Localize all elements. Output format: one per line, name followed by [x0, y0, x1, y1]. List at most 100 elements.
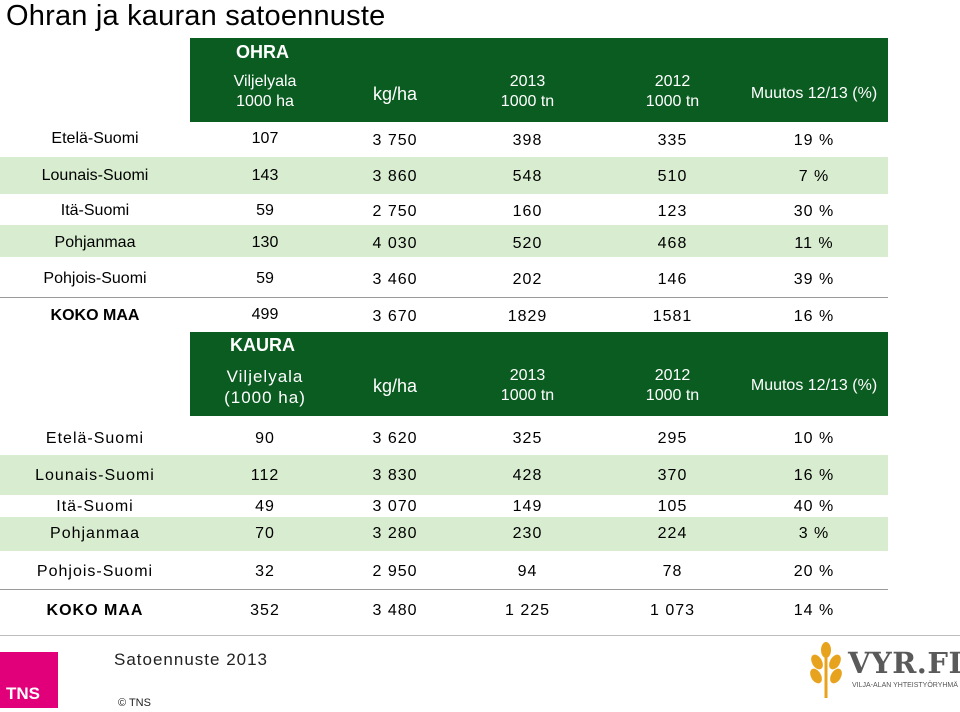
yield-cell: 2 750: [372, 203, 418, 220]
harvest-2012-cell: 468: [657, 235, 688, 252]
yield-cell: 4 030: [372, 235, 418, 252]
footer-divider: [0, 635, 960, 636]
harvest-2013-cell: 428: [512, 467, 543, 484]
region-cell: Pohjois-Suomi: [36, 563, 154, 580]
vyr-subtitle: VILJA-ALAN YHTEISTYÖRYHMÄ: [852, 682, 958, 689]
harvest-2013-cell: 520: [512, 235, 543, 252]
yield-cell: 3 830: [372, 467, 418, 484]
yield-cell: 3 620: [372, 430, 418, 447]
change-cell: 14 %: [793, 602, 835, 619]
change-cell: 11 %: [794, 235, 834, 252]
change-cell: 3 %: [798, 525, 830, 542]
change-cell: 30 %: [793, 203, 835, 220]
harvest-2012-cell: 1581: [652, 308, 693, 325]
change-cell: 7 %: [798, 168, 830, 185]
region-cell: KOKO MAA: [46, 602, 144, 619]
yield-cell: 3 070: [372, 498, 418, 515]
area-cell: 49: [255, 498, 275, 515]
change-cell: 10 %: [793, 430, 835, 447]
region-cell: KOKO MAA: [50, 307, 140, 324]
yield-cell: 3 280: [372, 525, 418, 542]
area-cell: 59: [256, 270, 274, 287]
change-cell: 16 %: [793, 467, 835, 484]
region-cell: Etelä-Suomi: [51, 130, 139, 147]
harvest-2012-cell: 78: [662, 563, 683, 580]
kaura-header-change: Muutos 12/13 (%): [750, 377, 878, 394]
ohra-row-band: [0, 225, 888, 257]
harvest-2013-cell: 202: [512, 271, 543, 288]
ohra-header-2013: 2013 1000 tn: [500, 73, 555, 110]
harvest-2013-cell: 325: [512, 430, 543, 447]
source-text: Satoennuste 2013: [114, 650, 269, 669]
tns-logo: TNS: [0, 652, 58, 708]
harvest-2012-cell: 335: [657, 132, 688, 149]
kaura-label: KAURA: [230, 335, 295, 355]
region-cell: Pohjanmaa: [54, 234, 136, 251]
area-cell: 59: [256, 202, 274, 219]
ohra-header-2012: 2012 1000 tn: [645, 73, 700, 110]
change-cell: 20 %: [793, 563, 835, 580]
harvest-2013-cell: 398: [512, 132, 543, 149]
yield-cell: 3 460: [372, 271, 418, 288]
yield-cell: 3 480: [372, 602, 418, 619]
area-cell: 112: [250, 467, 280, 484]
area-cell: 143: [251, 167, 279, 184]
kaura-header-2013: 2013 1000 tn: [500, 367, 555, 404]
area-cell: 130: [251, 234, 279, 251]
harvest-2013-cell: 149: [512, 498, 543, 515]
region-cell: Itä-Suomi: [60, 202, 130, 219]
kaura-header-area: Viljelyala (1000 ha): [224, 367, 306, 407]
area-cell: 32: [255, 563, 275, 580]
kaura-row-band: [0, 517, 888, 551]
harvest-2013-cell: 1829: [507, 308, 548, 325]
vyr-logo: VYR.FI VILJA-ALAN YHTEISTYÖRYHMÄ: [806, 640, 960, 702]
copyright-text: © TNS: [118, 697, 151, 709]
kaura-total-divider: [0, 589, 888, 590]
harvest-2012-cell: 105: [657, 498, 688, 515]
region-cell: Pohjois-Suomi: [43, 270, 147, 287]
kaura-header-yield: kg/ha: [372, 376, 418, 396]
region-cell: Lounais-Suomi: [35, 467, 155, 484]
harvest-2012-cell: 224: [657, 525, 688, 542]
vyr-wordmark: VYR.FI: [848, 646, 960, 680]
ohra-header-change: Muutos 12/13 (%): [750, 85, 878, 102]
area-cell: 107: [251, 130, 279, 147]
ohra-header-yield: kg/ha: [372, 84, 418, 104]
area-cell: 70: [255, 525, 275, 542]
yield-cell: 3 670: [372, 308, 418, 325]
region-cell: Itä-Suomi: [56, 498, 134, 515]
region-cell: Etelä-Suomi: [45, 430, 145, 447]
ohra-label: OHRA: [236, 42, 289, 62]
kaura-header-2012: 2012 1000 tn: [645, 367, 700, 404]
change-cell: 40 %: [793, 498, 835, 515]
wheat-icon: [810, 642, 842, 698]
kaura-row-band: [0, 455, 888, 495]
ohra-header-area: Viljelyala 1000 ha: [233, 73, 297, 110]
yield-cell: 3 750: [372, 132, 418, 149]
yield-cell: 2 950: [372, 563, 418, 580]
region-cell: Pohjanmaa: [50, 525, 140, 542]
harvest-2013-cell: 1 225: [504, 602, 551, 619]
change-cell: 39 %: [793, 271, 835, 288]
harvest-2012-cell: 295: [657, 430, 688, 447]
harvest-2012-cell: 1 073: [649, 602, 696, 619]
area-cell: 499: [251, 306, 279, 323]
harvest-2013-cell: 230: [512, 525, 543, 542]
harvest-2012-cell: 370: [657, 467, 688, 484]
kaura-header: [190, 332, 888, 416]
ohra-total-divider: [0, 297, 888, 298]
ohra-header: [190, 38, 888, 122]
change-cell: 19 %: [793, 132, 835, 149]
region-cell: Lounais-Suomi: [41, 167, 149, 184]
harvest-2012-cell: 146: [657, 271, 688, 288]
harvest-2013-cell: 548: [512, 168, 543, 185]
page-title: Ohran ja kauran satoennuste: [6, 0, 386, 32]
yield-cell: 3 860: [372, 168, 418, 185]
area-cell: 352: [250, 602, 280, 619]
ohra-row-band: [0, 157, 888, 194]
harvest-2013-cell: 160: [512, 203, 543, 220]
change-cell: 16 %: [793, 308, 835, 325]
harvest-2013-cell: 94: [517, 563, 538, 580]
harvest-2012-cell: 123: [657, 203, 688, 220]
area-cell: 90: [255, 430, 275, 447]
